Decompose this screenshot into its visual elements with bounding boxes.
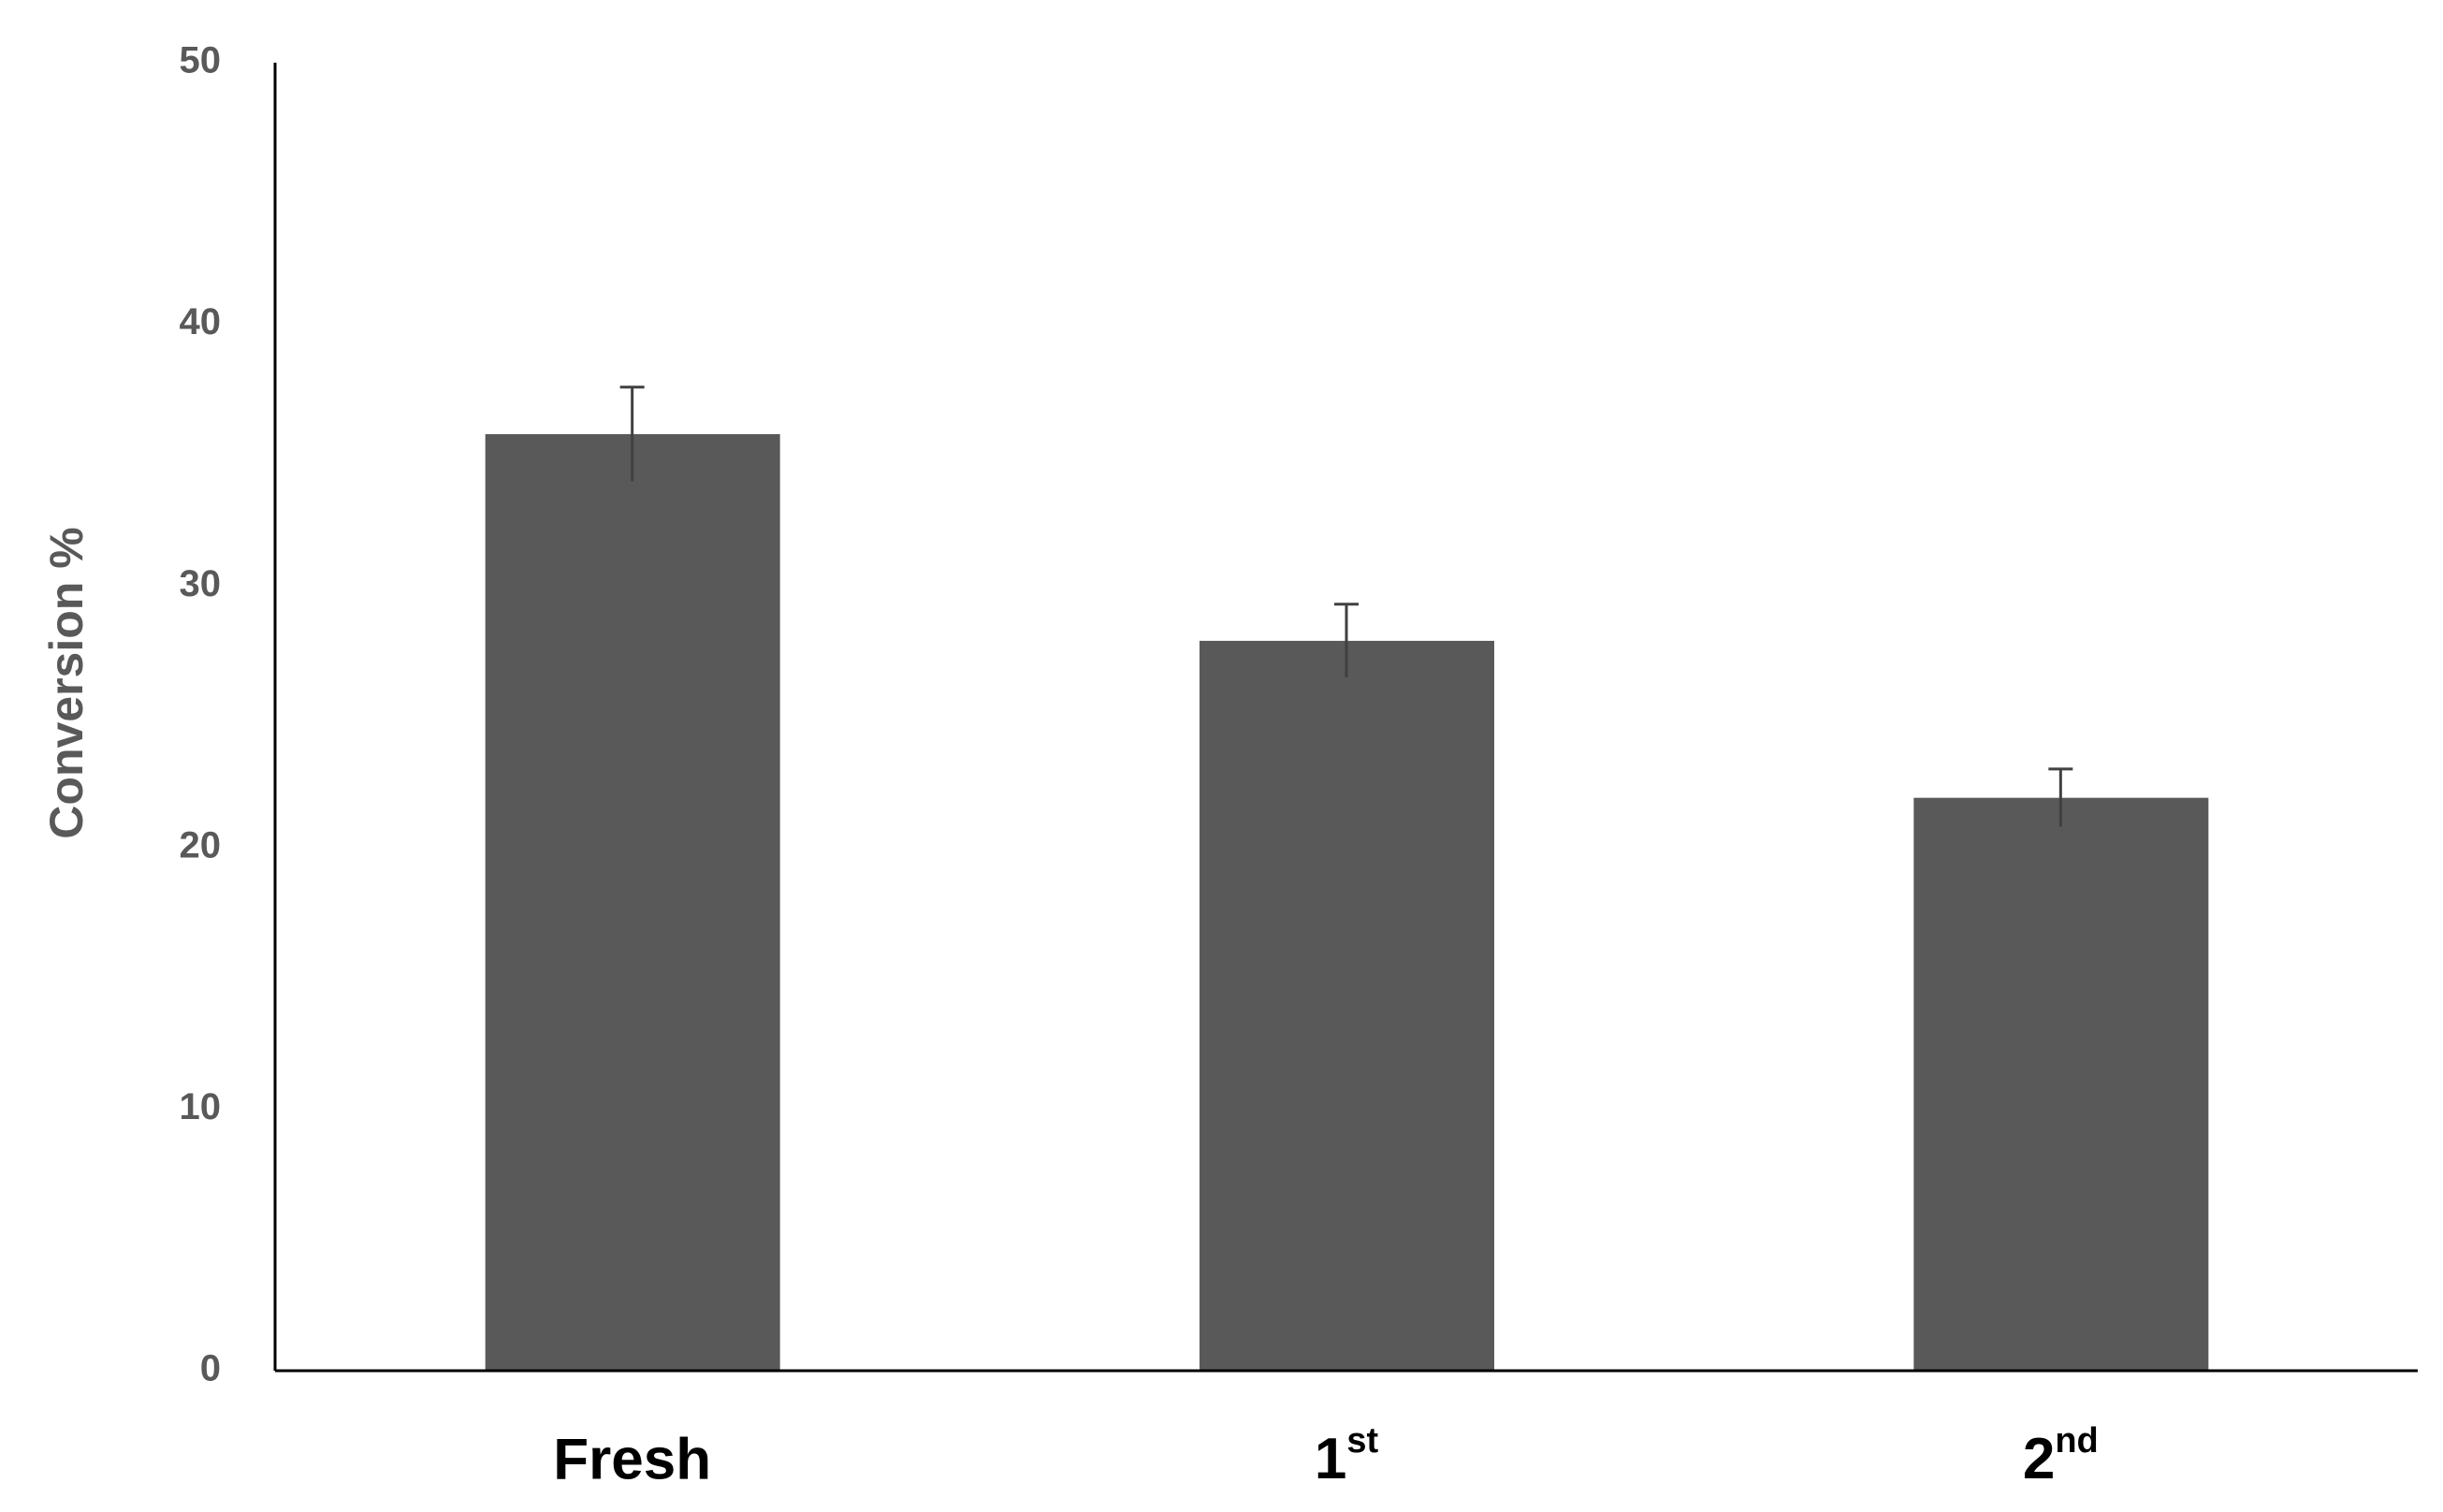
- y-axis-label: Conversion %: [40, 527, 93, 838]
- y-tick-label: 0: [200, 1348, 221, 1389]
- y-tick-label: 50: [180, 40, 222, 81]
- bar: [485, 434, 780, 1372]
- x-tick-label: Fresh: [553, 1427, 711, 1491]
- bar: [1913, 797, 2209, 1371]
- y-tick-label: 30: [180, 563, 222, 604]
- x-tick-label: 1st: [1315, 1421, 1379, 1491]
- bar: [1200, 640, 1494, 1371]
- error-bar: [2048, 767, 2073, 827]
- y-tick-label: 10: [180, 1086, 222, 1127]
- error-bar: [1334, 603, 1359, 678]
- y-tick-label: 40: [180, 301, 222, 342]
- error-bar: [619, 385, 645, 482]
- y-tick-label: 20: [180, 824, 222, 865]
- x-tick-label: 2nd: [2023, 1421, 2099, 1491]
